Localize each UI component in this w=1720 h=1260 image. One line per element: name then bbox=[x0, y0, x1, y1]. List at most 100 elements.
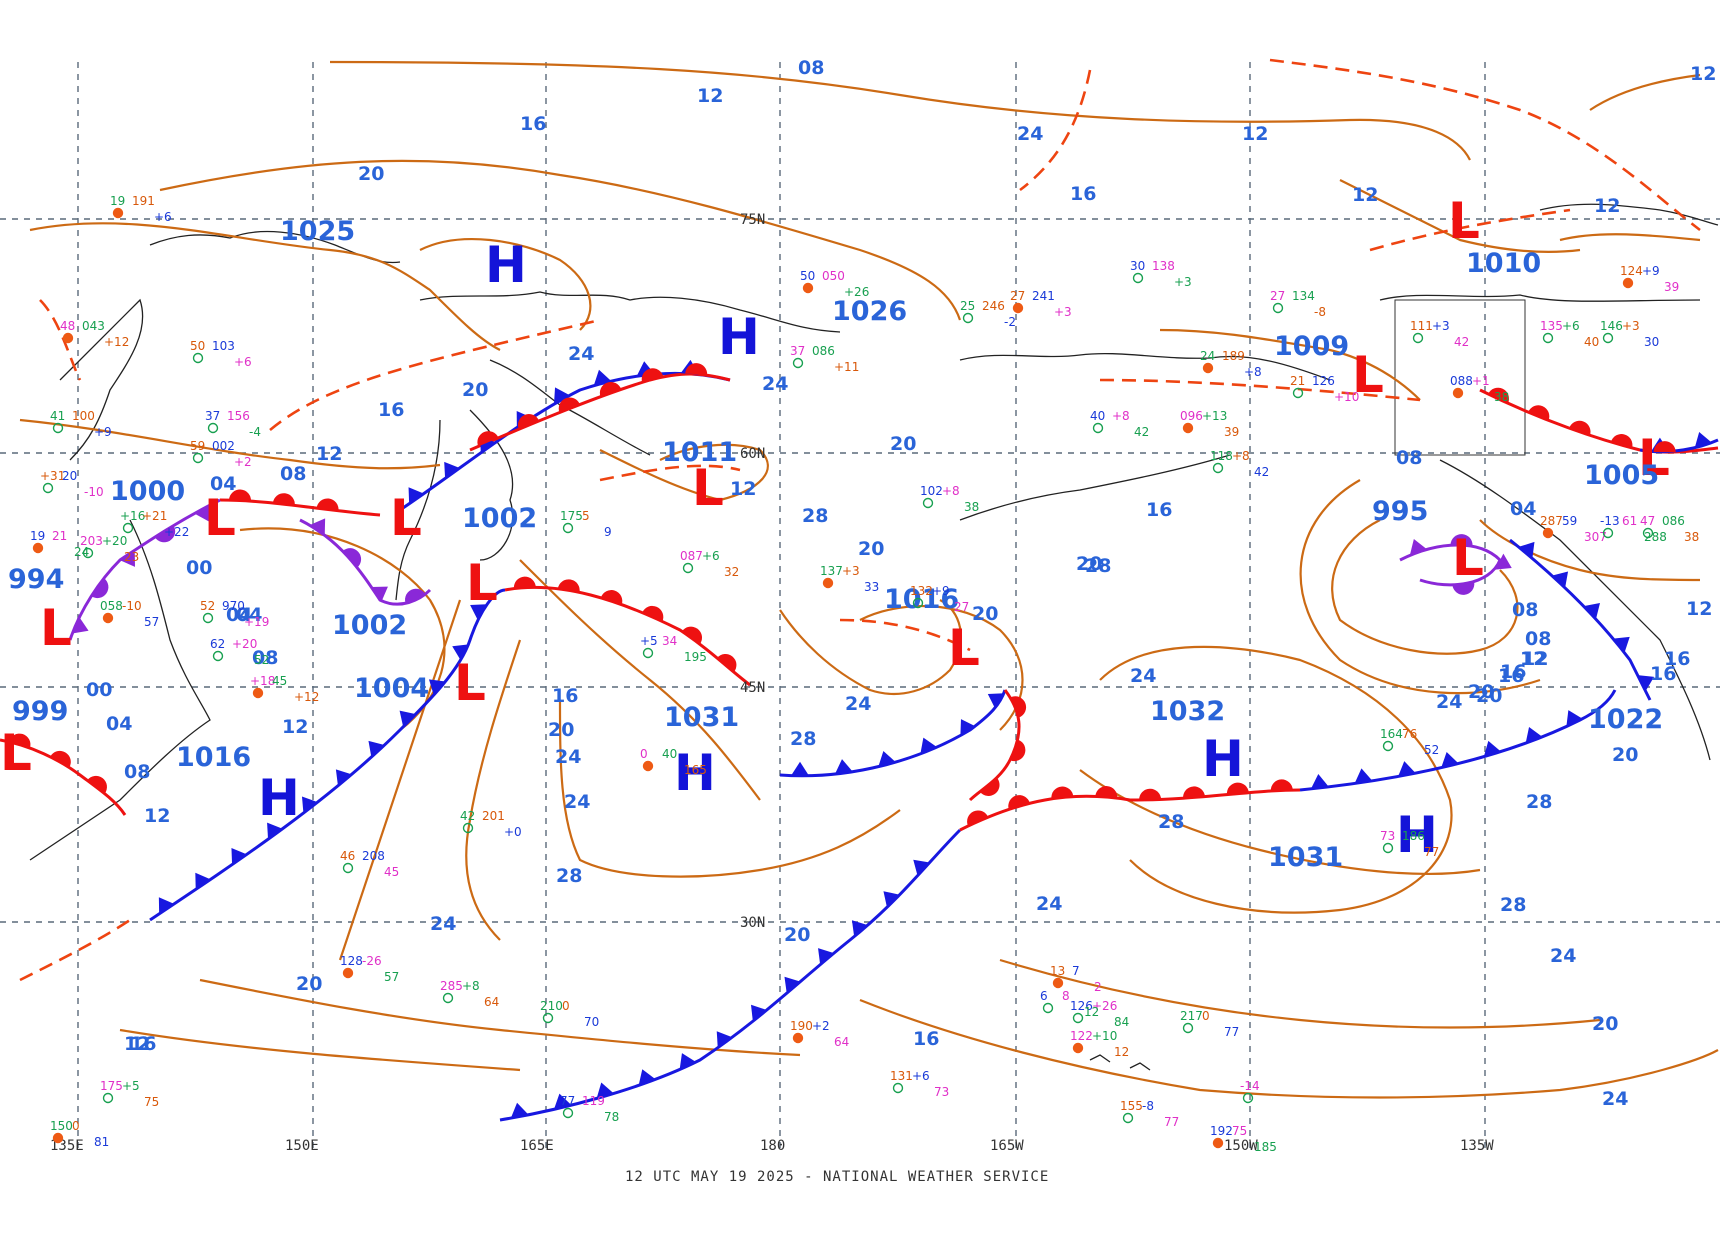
cold-front-triangle bbox=[444, 461, 460, 479]
station-value: +3 bbox=[1174, 275, 1192, 289]
isobar-label: 24 bbox=[845, 693, 871, 715]
isobar-label: 04 bbox=[106, 713, 132, 735]
high-center: H bbox=[485, 236, 527, 294]
station-value: 61 bbox=[1622, 514, 1637, 528]
isobar-label: 12 bbox=[1686, 598, 1712, 620]
station-value: 42 bbox=[1454, 335, 1469, 349]
pressure-label: 1002 bbox=[332, 610, 407, 641]
station-value: 20 bbox=[62, 469, 77, 483]
warm-front-bump bbox=[229, 489, 251, 502]
cold-front-triangle bbox=[638, 1069, 656, 1086]
station-value: 38 bbox=[964, 500, 979, 514]
station-circle bbox=[912, 597, 924, 609]
warm-front-bump bbox=[1051, 786, 1074, 799]
warm-front-bump bbox=[717, 654, 737, 673]
isobar-label: 08 bbox=[1396, 447, 1422, 469]
station-value: 119 bbox=[582, 1094, 605, 1108]
cold-front-triangle bbox=[301, 796, 318, 814]
station-value: 132 bbox=[910, 584, 933, 598]
cold-front-triangle bbox=[913, 859, 930, 876]
isobar-label: 16 bbox=[378, 399, 404, 421]
warm-front-bump bbox=[1008, 795, 1030, 810]
station-value: -13 bbox=[1600, 514, 1620, 528]
station-value: 62 bbox=[210, 637, 225, 651]
pressure-label: 1022 bbox=[1588, 704, 1663, 735]
station-value: 23 bbox=[124, 550, 139, 564]
station-value: 246 bbox=[982, 299, 1005, 313]
low-center: L bbox=[466, 554, 498, 612]
warm-front-bump bbox=[1452, 582, 1475, 595]
station-value: 241 bbox=[1032, 289, 1055, 303]
pressure-label: 999 bbox=[12, 696, 68, 727]
low-center: L bbox=[1638, 429, 1670, 487]
station-value: +8 bbox=[1112, 409, 1130, 423]
isobar-label: 12 bbox=[1242, 123, 1268, 145]
station-value: 57 bbox=[384, 970, 399, 984]
low-center: L bbox=[204, 489, 236, 547]
station-value: 086 bbox=[1662, 514, 1685, 528]
cold-front-triangle bbox=[408, 487, 424, 504]
station-circle bbox=[892, 1082, 904, 1094]
high-center: H bbox=[718, 308, 760, 366]
station-value: +31 bbox=[40, 469, 65, 483]
warm-front-bump bbox=[91, 578, 109, 598]
station-value: 32 bbox=[724, 565, 739, 579]
station-value: 155 bbox=[1120, 1099, 1143, 1113]
station-value: 30 bbox=[1644, 335, 1659, 349]
station-value: 137 bbox=[820, 564, 843, 578]
warm-front-bump bbox=[154, 525, 176, 543]
isobar-label: 12 bbox=[1594, 195, 1620, 217]
warm-front-bump bbox=[1569, 420, 1591, 436]
pressure-label: 1000 bbox=[110, 476, 185, 507]
station-value: 128 bbox=[340, 954, 363, 968]
longitude-label: 150W bbox=[1224, 1138, 1258, 1154]
isobar-label: 24 bbox=[564, 791, 590, 813]
station-value: +6 bbox=[154, 210, 172, 224]
station-value: 288 bbox=[1644, 530, 1667, 544]
station-value: 39 bbox=[1224, 425, 1239, 439]
low-center: L bbox=[1452, 529, 1484, 587]
station-value: 64 bbox=[484, 995, 499, 1009]
cold-front-triangle bbox=[1495, 553, 1512, 570]
pressure-label: 1031 bbox=[1268, 842, 1343, 873]
isobar-label: 08 bbox=[798, 57, 824, 79]
station-value: 19 bbox=[110, 194, 125, 208]
station-value: +6 bbox=[234, 355, 252, 369]
cold-front-triangle bbox=[960, 719, 976, 736]
station-circle bbox=[207, 422, 219, 434]
longitude-label: 165W bbox=[990, 1138, 1024, 1154]
cold-front-triangle bbox=[1583, 603, 1600, 620]
low-center: L bbox=[1352, 346, 1384, 404]
station-value: 70 bbox=[584, 1015, 599, 1029]
station-value: 21 bbox=[52, 529, 67, 543]
station-value: +2 bbox=[234, 455, 252, 469]
warm-front-bump bbox=[477, 431, 499, 447]
station-circle bbox=[1542, 332, 1554, 344]
warm-front-bump bbox=[272, 493, 295, 506]
warm-front-bump bbox=[685, 363, 708, 375]
isobar-label: 12 bbox=[1520, 648, 1546, 670]
station-value: +8 bbox=[1244, 365, 1262, 379]
station-value: +6 bbox=[912, 1069, 930, 1083]
warm-front-bump bbox=[1095, 786, 1118, 798]
station-value: 208 bbox=[362, 849, 385, 863]
station-circle bbox=[1602, 332, 1614, 344]
cold-front-triangle bbox=[1551, 571, 1569, 588]
station-value: 42 bbox=[460, 809, 475, 823]
station-circle bbox=[442, 992, 454, 1004]
station-value: +12 bbox=[294, 690, 319, 704]
warm-front-bump bbox=[1653, 441, 1676, 453]
station-value: 41 bbox=[50, 409, 65, 423]
isobar-label: 12 bbox=[1522, 648, 1548, 670]
station-value: 76 bbox=[1402, 727, 1417, 741]
station-value: 37 bbox=[790, 344, 805, 358]
cold-front-triangle bbox=[851, 920, 868, 937]
station-circle bbox=[52, 1132, 64, 1144]
station-value: +3 bbox=[1054, 305, 1072, 319]
station-circle bbox=[1542, 527, 1554, 539]
station-circle bbox=[112, 207, 124, 219]
cold-front-triangle bbox=[1566, 710, 1583, 727]
station-value: 8 bbox=[1062, 989, 1070, 1003]
station-value: 27 bbox=[1010, 289, 1025, 303]
isobar-label: 08 bbox=[124, 761, 150, 783]
